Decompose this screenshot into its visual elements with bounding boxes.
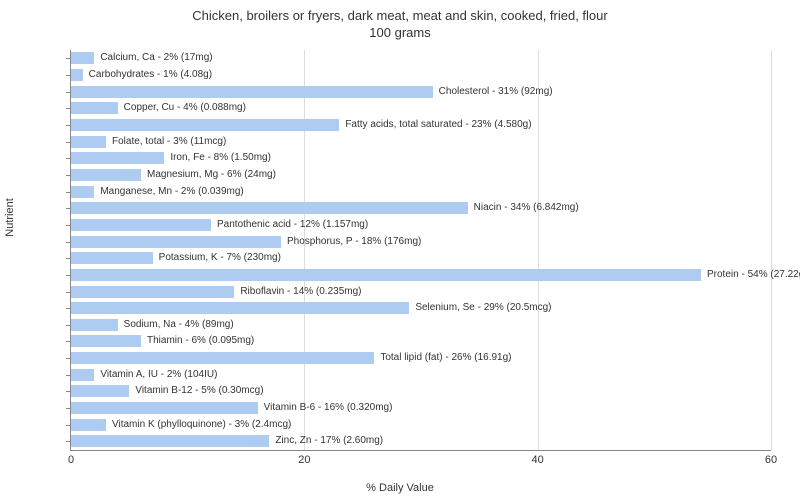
gridline	[771, 50, 772, 450]
x-axis-label: % Daily Value	[366, 482, 434, 494]
bar	[71, 335, 141, 347]
bar	[71, 302, 409, 314]
bar-label: Selenium, Se - 29% (20.5mcg)	[415, 302, 551, 314]
bar	[71, 385, 129, 397]
bar	[71, 319, 118, 331]
bar-row: Vitamin B-12 - 5% (0.30mcg)	[71, 383, 771, 400]
chart-title: Chicken, broilers or fryers, dark meat, …	[0, 0, 800, 42]
bar-label: Total lipid (fat) - 26% (16.91g)	[380, 352, 511, 364]
bar-label: Cholesterol - 31% (92mg)	[439, 86, 553, 98]
bar	[71, 119, 339, 131]
title-line-2: 100 grams	[369, 25, 430, 40]
bar	[71, 52, 94, 64]
x-tick: 20	[298, 454, 310, 466]
bar-row: Sodium, Na - 4% (89mg)	[71, 317, 771, 334]
bar-row: Phosphorus, P - 18% (176mg)	[71, 233, 771, 250]
bar-label: Zinc, Zn - 17% (2.60mg)	[275, 435, 383, 447]
bar-row: Manganese, Mn - 2% (0.039mg)	[71, 183, 771, 200]
bar-row: Copper, Cu - 4% (0.088mg)	[71, 100, 771, 117]
bar-label: Copper, Cu - 4% (0.088mg)	[124, 102, 246, 114]
bar-label: Calcium, Ca - 2% (17mg)	[100, 52, 212, 64]
bar-label: Niacin - 34% (6.842mg)	[474, 202, 579, 214]
bar	[71, 369, 94, 381]
bar	[71, 186, 94, 198]
bar	[71, 102, 118, 114]
bar	[71, 152, 164, 164]
bar-label: Carbohydrates - 1% (4.08g)	[89, 69, 212, 81]
bar-row: Magnesium, Mg - 6% (24mg)	[71, 167, 771, 184]
bar	[71, 202, 468, 214]
bar-row: Niacin - 34% (6.842mg)	[71, 200, 771, 217]
bar	[71, 435, 269, 447]
y-axis-label: Nutrient	[4, 198, 16, 237]
bar-row: Total lipid (fat) - 26% (16.91g)	[71, 350, 771, 367]
bar-label: Folate, total - 3% (11mcg)	[112, 136, 226, 148]
bar-row: Fatty acids, total saturated - 23% (4.58…	[71, 117, 771, 134]
bar	[71, 269, 701, 281]
bar-label: Fatty acids, total saturated - 23% (4.58…	[345, 119, 531, 131]
bar-row: Calcium, Ca - 2% (17mg)	[71, 50, 771, 67]
bar-row: Riboflavin - 14% (0.235mg)	[71, 283, 771, 300]
bar	[71, 252, 153, 264]
bar-row: Zinc, Zn - 17% (2.60mg)	[71, 433, 771, 450]
x-tick: 0	[68, 454, 74, 466]
bar-row: Potassium, K - 7% (230mg)	[71, 250, 771, 267]
bar-label: Pantothenic acid - 12% (1.157mg)	[217, 219, 368, 231]
bar	[71, 86, 433, 98]
bar-label: Phosphorus, P - 18% (176mg)	[287, 236, 421, 248]
bar-label: Riboflavin - 14% (0.235mg)	[240, 286, 361, 298]
bar-label: Thiamin - 6% (0.095mg)	[147, 335, 254, 347]
bar-row: Protein - 54% (27.22g)	[71, 267, 771, 284]
nutrition-chart: Chicken, broilers or fryers, dark meat, …	[0, 0, 800, 500]
bar-row: Vitamin A, IU - 2% (104IU)	[71, 366, 771, 383]
bar-row: Selenium, Se - 29% (20.5mcg)	[71, 300, 771, 317]
bar-label: Protein - 54% (27.22g)	[707, 269, 800, 281]
bar-row: Vitamin B-6 - 16% (0.320mg)	[71, 400, 771, 417]
bar	[71, 69, 83, 81]
bar-label: Magnesium, Mg - 6% (24mg)	[147, 169, 276, 181]
bar-row: Pantothenic acid - 12% (1.157mg)	[71, 217, 771, 234]
bar-label: Vitamin B-12 - 5% (0.30mcg)	[135, 385, 263, 397]
bar-row: Iron, Fe - 8% (1.50mg)	[71, 150, 771, 167]
plot-area: 0204060Calcium, Ca - 2% (17mg)Carbohydra…	[70, 50, 771, 451]
bar-label: Sodium, Na - 4% (89mg)	[124, 319, 234, 331]
x-tick: 60	[765, 454, 777, 466]
bar	[71, 419, 106, 431]
bar-row: Thiamin - 6% (0.095mg)	[71, 333, 771, 350]
bar	[71, 169, 141, 181]
bar-row: Cholesterol - 31% (92mg)	[71, 83, 771, 100]
bar-label: Vitamin B-6 - 16% (0.320mg)	[264, 402, 393, 414]
bar-label: Iron, Fe - 8% (1.50mg)	[170, 152, 271, 164]
bar	[71, 136, 106, 148]
bar-row: Folate, total - 3% (11mcg)	[71, 133, 771, 150]
bar-label: Vitamin K (phylloquinone) - 3% (2.4mcg)	[112, 419, 291, 431]
bar	[71, 236, 281, 248]
bar-row: Carbohydrates - 1% (4.08g)	[71, 67, 771, 84]
bar-row: Vitamin K (phylloquinone) - 3% (2.4mcg)	[71, 416, 771, 433]
bar	[71, 286, 234, 298]
bar	[71, 402, 258, 414]
bar	[71, 219, 211, 231]
bar-label: Vitamin A, IU - 2% (104IU)	[100, 369, 217, 381]
bar	[71, 352, 374, 364]
bar-label: Potassium, K - 7% (230mg)	[159, 252, 281, 264]
x-tick: 40	[532, 454, 544, 466]
bar-label: Manganese, Mn - 2% (0.039mg)	[100, 186, 243, 198]
title-line-1: Chicken, broilers or fryers, dark meat, …	[192, 8, 607, 23]
